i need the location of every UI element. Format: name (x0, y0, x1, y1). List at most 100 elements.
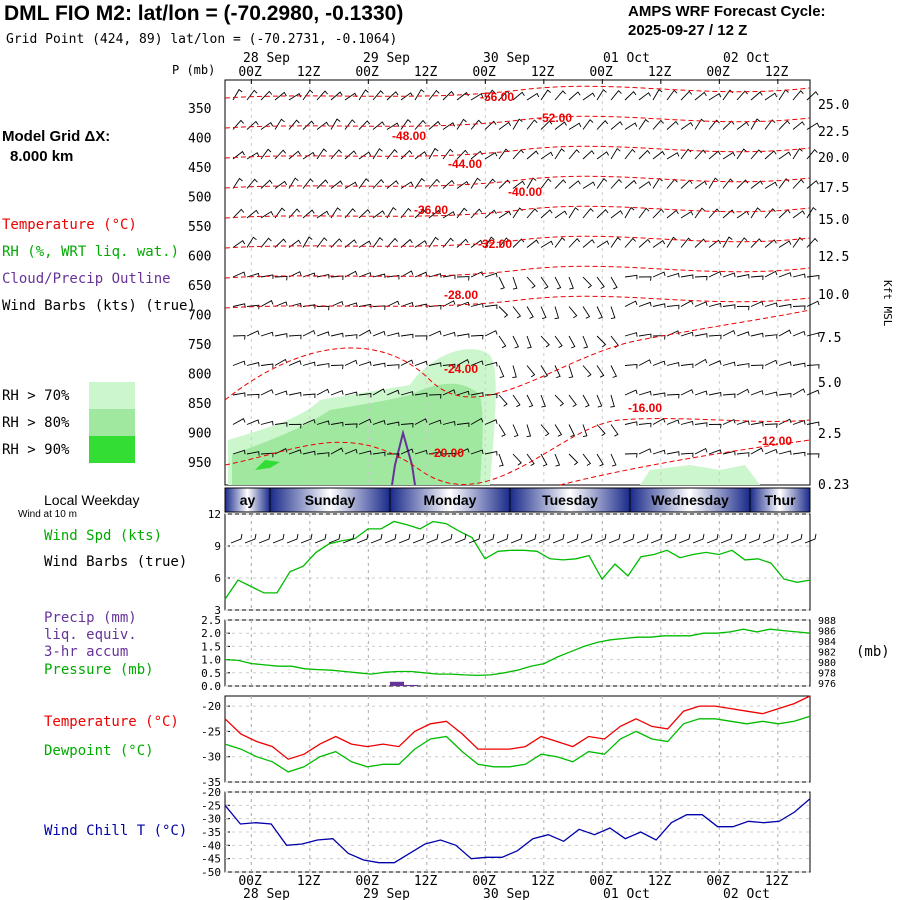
wind-barb (624, 91, 637, 101)
wind-barb (610, 276, 618, 290)
height-tick-label: 15.0 (818, 213, 849, 228)
surface-wind-barb (244, 533, 257, 544)
accum-label: 3-hr accum (44, 644, 129, 660)
wind-barb (456, 118, 467, 130)
wind-barb (526, 335, 532, 349)
wind-barb (344, 423, 358, 428)
wind-barb (526, 119, 538, 130)
temperature-contour-label: -24.00 (444, 362, 478, 376)
pressure-tick-label: 400 (188, 132, 211, 147)
wind-barb (302, 329, 316, 337)
wind-barb (806, 91, 819, 101)
wind-barb (554, 210, 568, 219)
wind-barb (652, 150, 665, 160)
wind-barb (708, 177, 719, 189)
wind-barb (442, 331, 456, 337)
pressure-tick-label: 750 (188, 338, 211, 353)
wind-barb (414, 240, 428, 248)
wind-barb (568, 91, 581, 101)
liq-equiv-label: liq. equiv. (44, 627, 137, 643)
precip-pressure-series-pressure (224, 628, 811, 677)
wind-barb (638, 238, 651, 248)
wind-chill-frame (224, 791, 811, 873)
wind-barb (498, 306, 509, 318)
surface-wind-barb (762, 533, 775, 544)
temperature-contour (224, 175, 811, 189)
wind-barb (274, 207, 286, 219)
wind-barb (806, 421, 820, 427)
wind-barb (540, 209, 553, 219)
bottom-date-label: 02 Oct (723, 887, 770, 900)
wind-barb (624, 122, 638, 130)
wind-barb (736, 305, 750, 311)
wind-barb (232, 208, 245, 219)
wind-barb (414, 335, 428, 340)
wind-barb (750, 207, 761, 219)
top-time-tick: 12Z (297, 65, 321, 80)
wind-barb (246, 362, 260, 367)
wind-barb (484, 330, 498, 337)
wind-barb (582, 181, 596, 189)
wind-barb (386, 389, 400, 396)
wind-barb (736, 148, 747, 160)
wind-barb (274, 275, 288, 281)
wind-barb (414, 208, 427, 219)
wind-barb (526, 276, 536, 289)
wind-barb (274, 390, 288, 396)
temp-dew-frame (224, 695, 811, 783)
wind-barb (260, 420, 274, 426)
wind-barb (624, 389, 638, 396)
wind-barb (316, 121, 329, 130)
wind-barb (610, 210, 623, 219)
wind-barb (470, 417, 484, 425)
wind-barb (610, 394, 615, 408)
wind-barb (610, 121, 623, 130)
temperature-contour-label: -16.00 (628, 401, 662, 415)
surface-wind-barb (300, 533, 313, 544)
wind-barb (792, 388, 806, 396)
wind-barb (526, 208, 538, 219)
wind-chill-ytick-label: -40 (201, 839, 221, 852)
wind-barb (568, 306, 578, 319)
top-date-label: 30 Sep (483, 51, 530, 66)
wind-barb (624, 148, 636, 160)
wind-barb (484, 236, 495, 248)
wind-barb (372, 121, 385, 130)
wind-barb (778, 120, 791, 130)
wind-barb (372, 210, 385, 219)
wind-barb (694, 390, 708, 396)
wind-barb (400, 270, 414, 278)
wind-barb (456, 180, 470, 189)
wind-barb (624, 364, 638, 369)
top-date-label: 28 Sep (243, 51, 290, 66)
wind-barb (260, 121, 274, 130)
wind-barb (652, 449, 666, 455)
legend-wind-barbs: Wind Barbs (kts) (true) (2, 298, 196, 314)
wind-barb (554, 335, 563, 348)
wind-barb (568, 207, 579, 219)
wind-barb (806, 300, 820, 307)
wind-barb (568, 149, 580, 160)
wind-barb (414, 418, 428, 425)
wind-barb (442, 389, 456, 396)
pressure-right-tick: 978 (818, 669, 836, 680)
wind-barb (498, 179, 511, 189)
wind-barb (596, 424, 606, 437)
wind-barb (624, 332, 638, 337)
wind-barb (456, 422, 470, 427)
wind-barb (316, 90, 328, 101)
wind-barb (386, 300, 400, 307)
wind-barb (708, 423, 722, 429)
wind-barb (330, 180, 343, 189)
wind-barb (246, 419, 260, 425)
wind-barb (526, 150, 539, 160)
wind-barb (302, 178, 314, 189)
wind-barb (484, 450, 498, 456)
precip-pressure-ytick-label: 2.5 (201, 614, 221, 627)
wind-barb (512, 424, 519, 438)
wind-barb (722, 178, 734, 189)
wind-barb (456, 359, 470, 366)
wind-barb (708, 92, 722, 101)
precip-bar (390, 681, 404, 686)
